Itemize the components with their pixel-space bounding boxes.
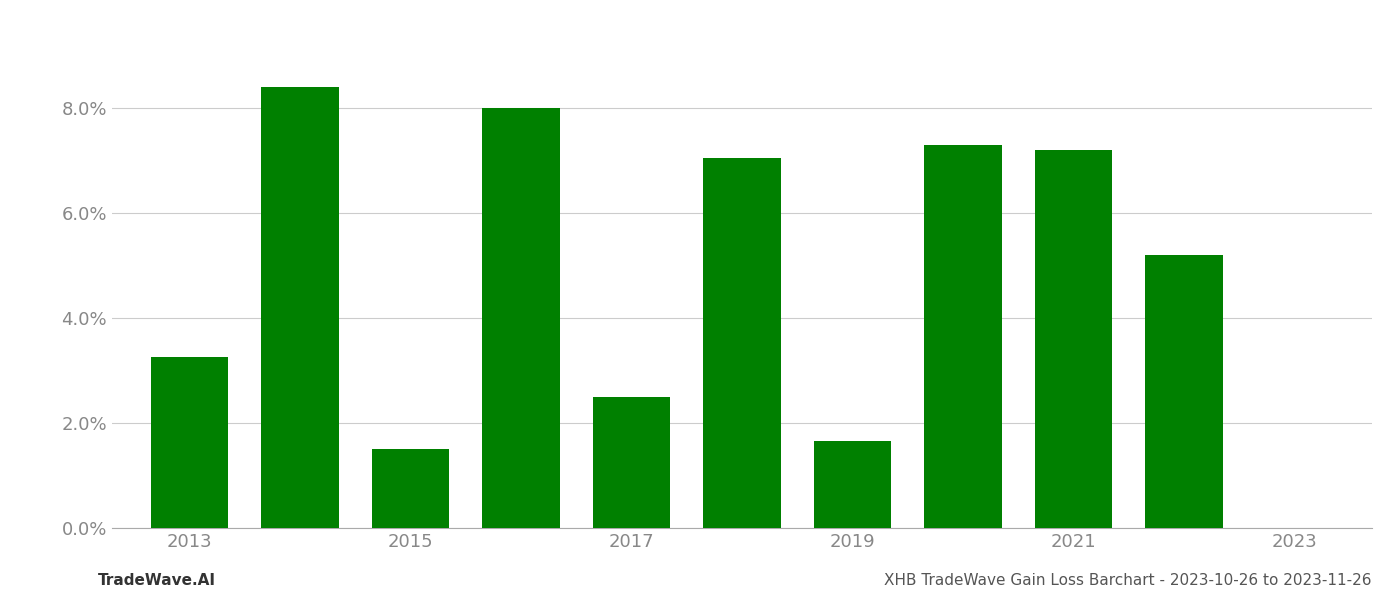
Bar xyxy=(1035,150,1112,528)
Bar xyxy=(372,449,449,528)
Bar xyxy=(592,397,671,528)
Bar xyxy=(924,145,1002,528)
Bar xyxy=(813,442,892,528)
Bar xyxy=(1145,255,1222,528)
Bar xyxy=(482,108,560,528)
Text: XHB TradeWave Gain Loss Barchart - 2023-10-26 to 2023-11-26: XHB TradeWave Gain Loss Barchart - 2023-… xyxy=(885,573,1372,588)
Text: TradeWave.AI: TradeWave.AI xyxy=(98,573,216,588)
Bar xyxy=(151,358,228,528)
Bar xyxy=(262,87,339,528)
Bar xyxy=(703,158,781,528)
